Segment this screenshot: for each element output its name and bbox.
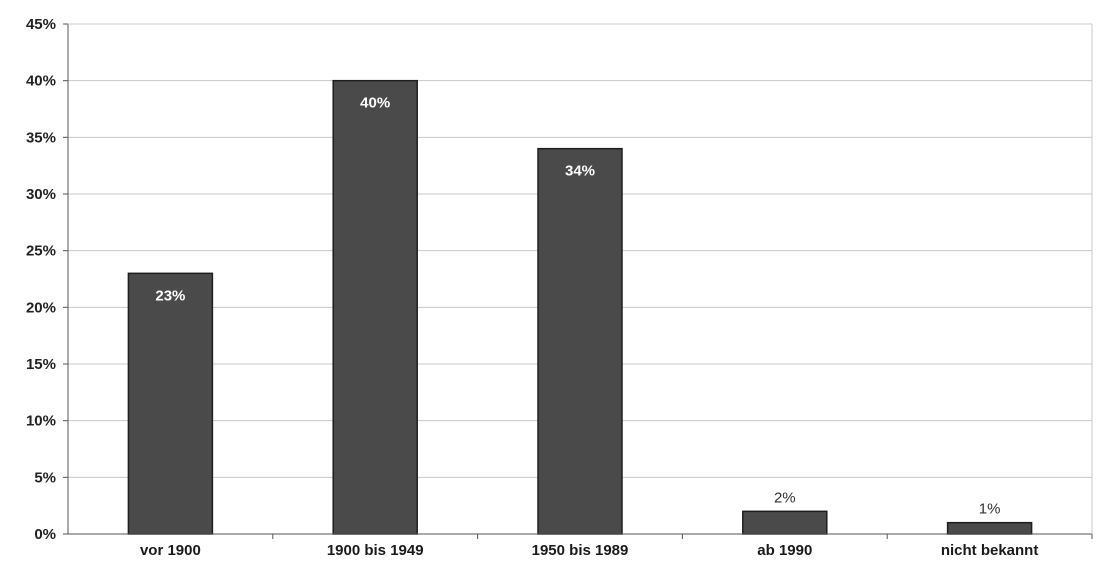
y-axis-tick-labels: 0% 5% 10% 15% 20% 25% 30% 35% 40% 45% bbox=[26, 16, 56, 543]
y-tick-label: 20% bbox=[26, 299, 56, 316]
data-label: 1% bbox=[979, 501, 1001, 518]
y-tick-label: 0% bbox=[34, 526, 56, 543]
y-tick-label: 15% bbox=[26, 356, 56, 373]
y-tick-label: 25% bbox=[26, 243, 56, 260]
data-label: 34% bbox=[565, 163, 595, 180]
x-category-label: nicht bekannt bbox=[941, 542, 1039, 559]
y-tick-label: 40% bbox=[26, 73, 56, 90]
bar bbox=[332, 79, 418, 535]
x-axis-category-labels: vor 1900 1900 bis 1949 1950 bis 1989 ab 199… bbox=[140, 542, 1038, 559]
y-tick-label: 45% bbox=[26, 16, 56, 33]
bar bbox=[127, 272, 214, 535]
x-category-label: vor 1900 bbox=[140, 542, 201, 559]
axes bbox=[63, 23, 1093, 539]
data-labels: 23% 40% 34% 2% 1% bbox=[155, 95, 1000, 518]
y-tick-label: 5% bbox=[34, 469, 56, 486]
x-category-label: 1900 bis 1949 bbox=[327, 542, 424, 559]
data-label: 23% bbox=[155, 287, 185, 304]
bars bbox=[127, 79, 1033, 535]
y-tick-label: 10% bbox=[26, 413, 56, 430]
bar bbox=[946, 521, 1033, 535]
x-category-label: ab 1990 bbox=[757, 542, 812, 559]
x-category-label: 1950 bis 1989 bbox=[532, 542, 629, 559]
data-label: 40% bbox=[360, 95, 390, 112]
y-tick-label: 30% bbox=[26, 186, 56, 203]
bar bbox=[537, 147, 623, 535]
data-label: 2% bbox=[774, 489, 796, 506]
y-tick-label: 35% bbox=[26, 129, 56, 146]
bar bbox=[742, 510, 828, 535]
